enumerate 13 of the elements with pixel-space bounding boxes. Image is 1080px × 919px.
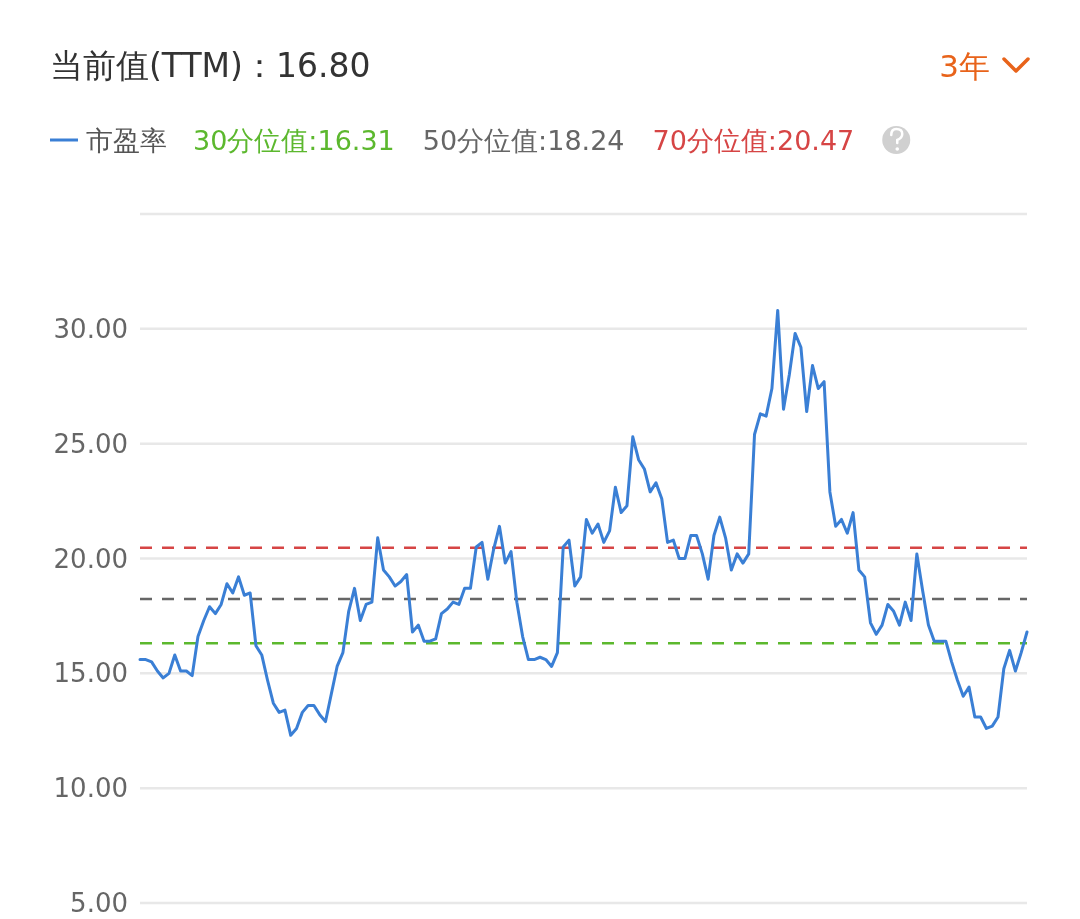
y-tick-label: 25.00: [53, 428, 128, 459]
y-tick-label: 5.00: [70, 888, 128, 918]
y-tick-label: 15.00: [53, 658, 128, 689]
y-tick-label: 10.00: [53, 773, 128, 804]
chart-title: 当前值(TTM)：16.80: [50, 46, 371, 85]
text: 3年: [939, 48, 990, 84]
y-tick-label: 20.00: [53, 543, 128, 574]
line-series: [138, 308, 1029, 737]
ref-line-label: 50分位值:18.24: [422, 125, 625, 156]
legend-label: 市盈率: [86, 125, 167, 156]
ref-line-label: 30分位值:16.31: [193, 125, 395, 156]
y-tick-label: 30.00: [53, 313, 128, 344]
ref-line-label: 70分位值:20.47: [652, 125, 855, 156]
